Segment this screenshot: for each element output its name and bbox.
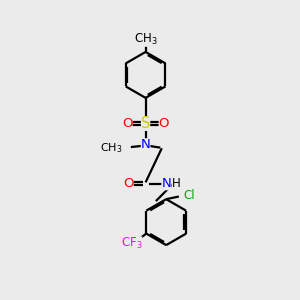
Text: CH$_3$: CH$_3$ — [134, 32, 158, 47]
Text: H: H — [172, 177, 180, 190]
Text: O: O — [123, 177, 134, 190]
Text: Cl: Cl — [184, 189, 196, 202]
Text: CF$_3$: CF$_3$ — [121, 236, 142, 251]
Text: O: O — [159, 117, 169, 130]
Text: S: S — [141, 116, 150, 131]
Text: N: N — [141, 138, 151, 151]
Text: O: O — [122, 117, 133, 130]
Text: N: N — [161, 177, 171, 190]
Text: CH$_3$: CH$_3$ — [100, 141, 123, 155]
